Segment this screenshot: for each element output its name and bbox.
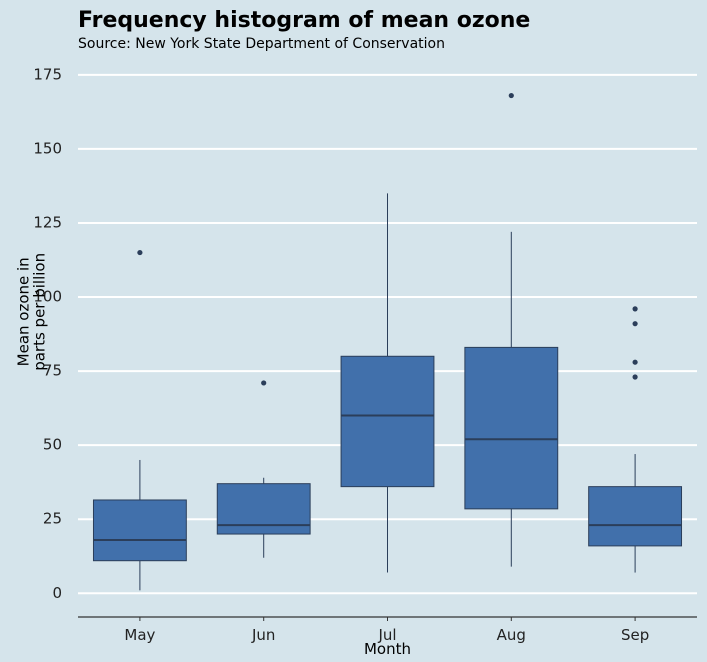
x-tick-label-may: May — [124, 626, 155, 644]
outlier-sep-0 — [632, 374, 638, 380]
y-tick-label-175: 175 — [33, 65, 62, 83]
outlier-sep-2 — [632, 321, 638, 327]
outlier-jun-0 — [261, 380, 267, 386]
boxes-layer — [92, 92, 683, 591]
x-tick-label-sep: Sep — [621, 626, 649, 644]
outlier-sep-1 — [632, 359, 638, 365]
y-tick-label-125: 125 — [33, 213, 62, 231]
box-sep — [588, 306, 683, 573]
x-tick-labels: May Jun Jul Aug Sep — [124, 617, 649, 644]
y-tick-label-100: 100 — [33, 288, 62, 306]
box-jul — [340, 193, 435, 573]
chart-subtitle: Source: New York State Department of Con… — [78, 36, 445, 52]
box-body-may — [92, 499, 187, 562]
chart-title: Frequency histogram of mean ozone — [78, 8, 531, 33]
box-body-aug — [464, 346, 559, 510]
x-axis-title: Month — [364, 640, 411, 658]
box-aug — [464, 92, 559, 567]
box-body-sep — [588, 486, 683, 547]
box-body-jun — [216, 483, 311, 535]
y-tick-label-75: 75 — [43, 362, 62, 380]
outlier-aug-0 — [508, 92, 514, 99]
box-may — [92, 249, 187, 591]
x-tick-label-jul: Jul — [377, 626, 396, 644]
box-jun — [216, 380, 311, 558]
y-tick-label-50: 50 — [43, 436, 62, 454]
y-tick-labels: 0 25 50 75 100 125 150 175 — [33, 65, 62, 601]
outlier-may-0 — [137, 249, 143, 256]
y-axis-title-line2: parts per billion — [31, 253, 49, 371]
box-body-jul — [340, 355, 435, 488]
y-tick-label-0: 0 — [52, 584, 62, 602]
outlier-sep-3 — [632, 306, 638, 312]
x-tick-label-jun: Jun — [251, 626, 275, 644]
y-tick-label-25: 25 — [43, 510, 62, 528]
x-tick-label-aug: Aug — [497, 626, 526, 644]
y-tick-label-150: 150 — [33, 139, 62, 157]
y-axis-title-line1: Mean ozone in — [15, 257, 33, 366]
